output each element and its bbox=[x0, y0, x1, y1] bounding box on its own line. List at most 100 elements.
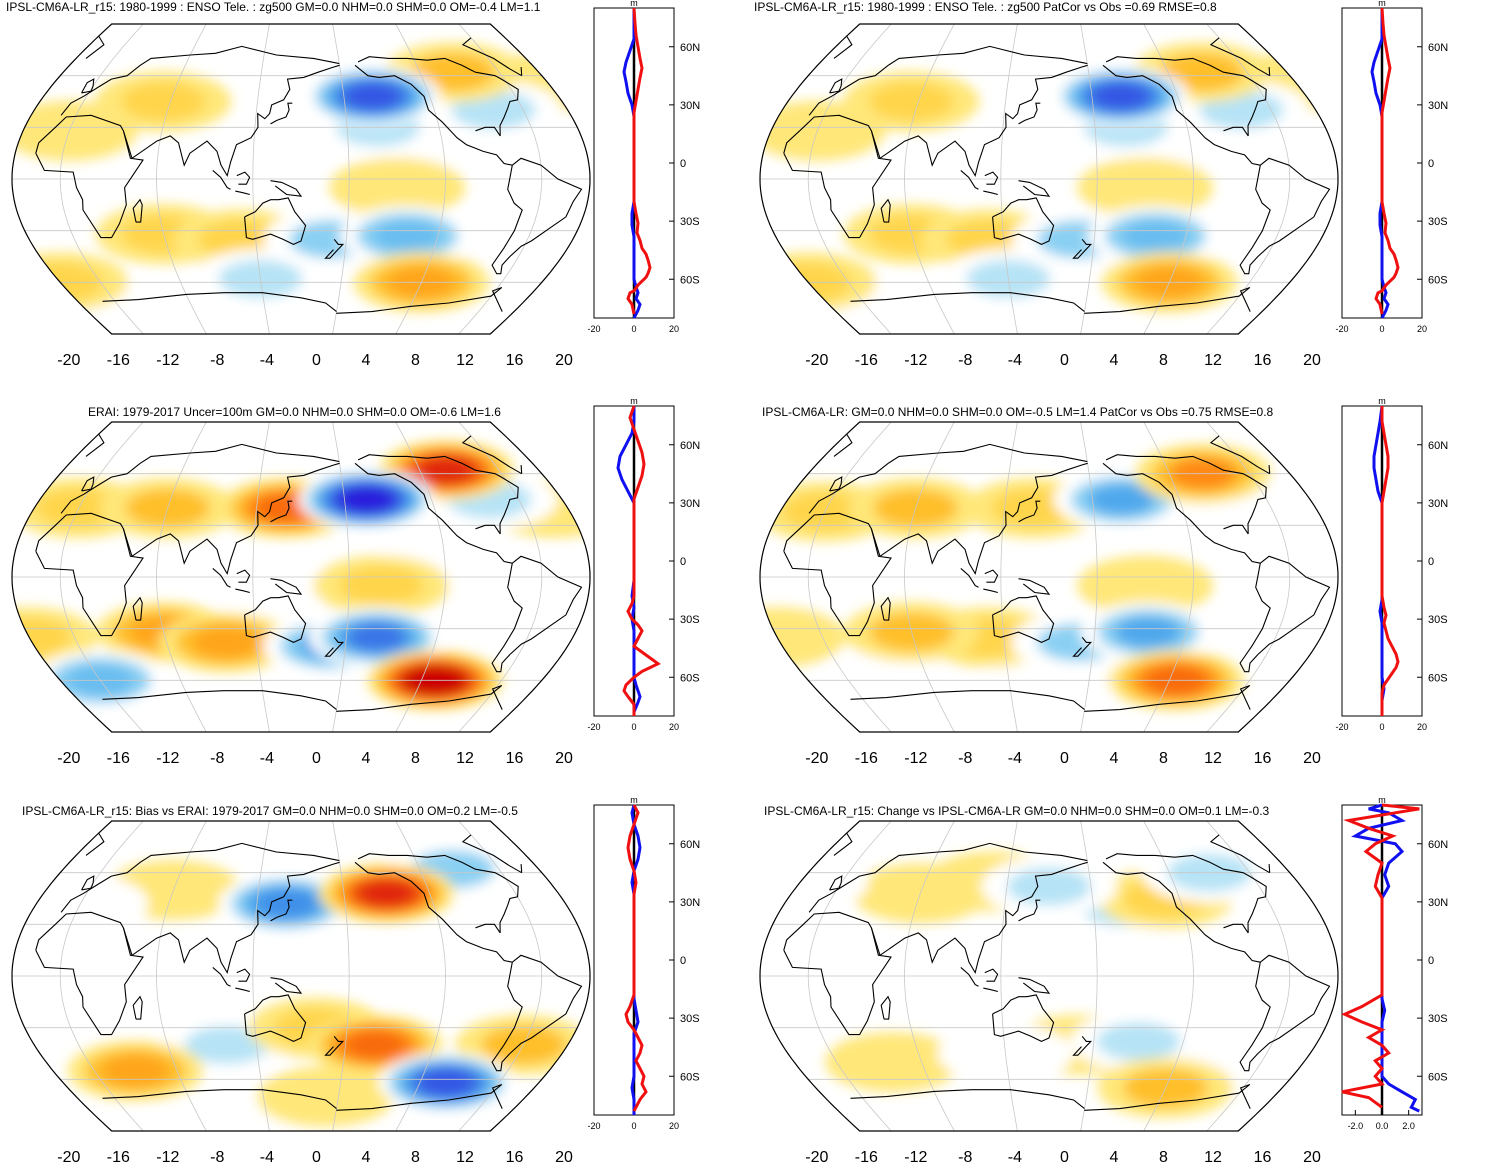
map-border bbox=[759, 820, 1339, 1132]
profile-obs-line bbox=[622, 405, 661, 716]
graticule-lon bbox=[156, 422, 207, 732]
coastline bbox=[984, 968, 999, 982]
lat-tick-label: 60N bbox=[1428, 440, 1448, 452]
colorbar-label: -4 bbox=[260, 352, 274, 369]
profile-x-label: 0 bbox=[631, 324, 636, 334]
colorbar-label: 12 bbox=[1204, 750, 1222, 767]
colorbar-label: -4 bbox=[260, 750, 274, 767]
colorbar-label: 8 bbox=[411, 1149, 420, 1166]
coastline bbox=[102, 1083, 503, 1111]
coastline bbox=[324, 238, 345, 259]
coastline bbox=[1072, 238, 1093, 259]
coastline bbox=[354, 861, 513, 963]
coastline bbox=[235, 987, 250, 993]
lat-tick-label: 60S bbox=[1428, 1071, 1448, 1083]
colorbar-label: -16 bbox=[855, 352, 878, 369]
colorbar-label: 8 bbox=[411, 750, 420, 767]
colorbar-label: -4 bbox=[1008, 352, 1022, 369]
anomaly-contour bbox=[1077, 157, 1214, 218]
coastline bbox=[984, 171, 999, 185]
coastline bbox=[85, 433, 523, 475]
profile-x-label: -20 bbox=[1335, 722, 1348, 732]
graticule-lon bbox=[59, 24, 144, 334]
anomaly-contour bbox=[419, 1070, 473, 1096]
coastline bbox=[236, 569, 251, 583]
lat-tick-label: 30N bbox=[1428, 897, 1448, 909]
profile-x-label: 2.0 bbox=[1402, 1121, 1415, 1131]
coastline bbox=[85, 35, 523, 77]
graticule-lon bbox=[332, 24, 350, 334]
anomaly-contour bbox=[198, 220, 283, 259]
colorbar: -20 -16 -12 -8 -4 0 4 8 12 16 20 bbox=[805, 352, 1321, 369]
graticule-lon bbox=[395, 422, 446, 732]
panel-title: IPSL-CM6A-LR: GM=0.0 NHM=0.0 SHM=0.0 OM=… bbox=[762, 405, 1274, 419]
lat-tick-label: 30S bbox=[1428, 1013, 1448, 1025]
anomaly-contour bbox=[1122, 220, 1189, 252]
colorbar-label: 4 bbox=[361, 750, 370, 767]
lat-tick-label: 30S bbox=[1428, 216, 1448, 228]
coastline bbox=[35, 512, 144, 637]
coastline bbox=[491, 555, 583, 673]
coastline bbox=[270, 899, 293, 922]
coastline bbox=[122, 462, 340, 576]
zonal-profile: m 60N 30N 0 30S 60S -20 0 20 bbox=[1335, 396, 1448, 732]
graticule-lon bbox=[458, 422, 543, 732]
coastline bbox=[122, 64, 340, 178]
colorbar: -20 -16 -12 -8 -4 0 4 8 12 16 20 bbox=[57, 750, 573, 767]
colorbar-label: -8 bbox=[210, 750, 224, 767]
graticule-lon bbox=[252, 422, 270, 732]
colorbar-label: 20 bbox=[1303, 1149, 1321, 1166]
coastline bbox=[833, 832, 1271, 874]
anomaly-contour bbox=[346, 83, 399, 109]
coastline bbox=[880, 995, 891, 1020]
coastline bbox=[85, 832, 523, 874]
profile-unit: m bbox=[1378, 396, 1386, 406]
lat-tick-label: 30N bbox=[680, 498, 700, 510]
colorbar-label: 0 bbox=[312, 1149, 321, 1166]
lat-tick-label: 60S bbox=[680, 274, 700, 286]
lat-tick-label: 60S bbox=[680, 672, 700, 684]
lat-tick-label: 30N bbox=[680, 897, 700, 909]
colorbar-label: 0 bbox=[1060, 1149, 1069, 1166]
anomaly-contour bbox=[329, 157, 466, 218]
graticule-lon bbox=[807, 422, 892, 732]
coastline bbox=[357, 454, 519, 534]
coastline bbox=[475, 923, 501, 934]
profile-obs-line bbox=[1341, 803, 1420, 1109]
colorbar-label: 4 bbox=[1109, 352, 1118, 369]
profile-x-label: 20 bbox=[669, 324, 679, 334]
map bbox=[11, 820, 591, 1132]
graticule-lon bbox=[59, 422, 144, 732]
graticule-lon bbox=[1000, 24, 1018, 334]
lat-tick-label: 60S bbox=[1428, 672, 1448, 684]
graticule-lon bbox=[807, 24, 892, 334]
coastline bbox=[212, 567, 231, 588]
coastline bbox=[1072, 1035, 1093, 1056]
profile-x-label: -20 bbox=[587, 722, 600, 732]
anomaly-contour bbox=[946, 220, 1031, 259]
coastline bbox=[35, 114, 144, 239]
profile-x-label: 0 bbox=[631, 1121, 636, 1131]
colorbar-label: 4 bbox=[1109, 750, 1118, 767]
colorbar-label: -8 bbox=[958, 750, 972, 767]
coastline bbox=[1072, 636, 1093, 657]
colorbar-label: 16 bbox=[1254, 750, 1272, 767]
anomaly-contour bbox=[341, 487, 391, 512]
map bbox=[759, 23, 1339, 335]
colorbar-label: 12 bbox=[456, 750, 474, 767]
profile-x-label: 20 bbox=[669, 722, 679, 732]
profile-x-label: 20 bbox=[1417, 324, 1427, 334]
coastline bbox=[491, 954, 583, 1072]
profile-x-label: 0.0 bbox=[1376, 1121, 1389, 1131]
coastline bbox=[870, 64, 1088, 178]
zonal-profile: m 60N 30N 0 30S 60S -20 0 20 bbox=[587, 795, 700, 1131]
colorbar-label: -20 bbox=[805, 1149, 828, 1166]
colorbar-label: 12 bbox=[1204, 352, 1222, 369]
graticule-lon bbox=[1206, 422, 1291, 732]
colorbar-label: -20 bbox=[57, 750, 80, 767]
colorbar-label: -8 bbox=[958, 352, 972, 369]
map bbox=[759, 820, 1339, 1132]
coastline bbox=[1018, 102, 1041, 125]
map-border bbox=[11, 820, 591, 1132]
graticule-lon bbox=[252, 24, 270, 334]
